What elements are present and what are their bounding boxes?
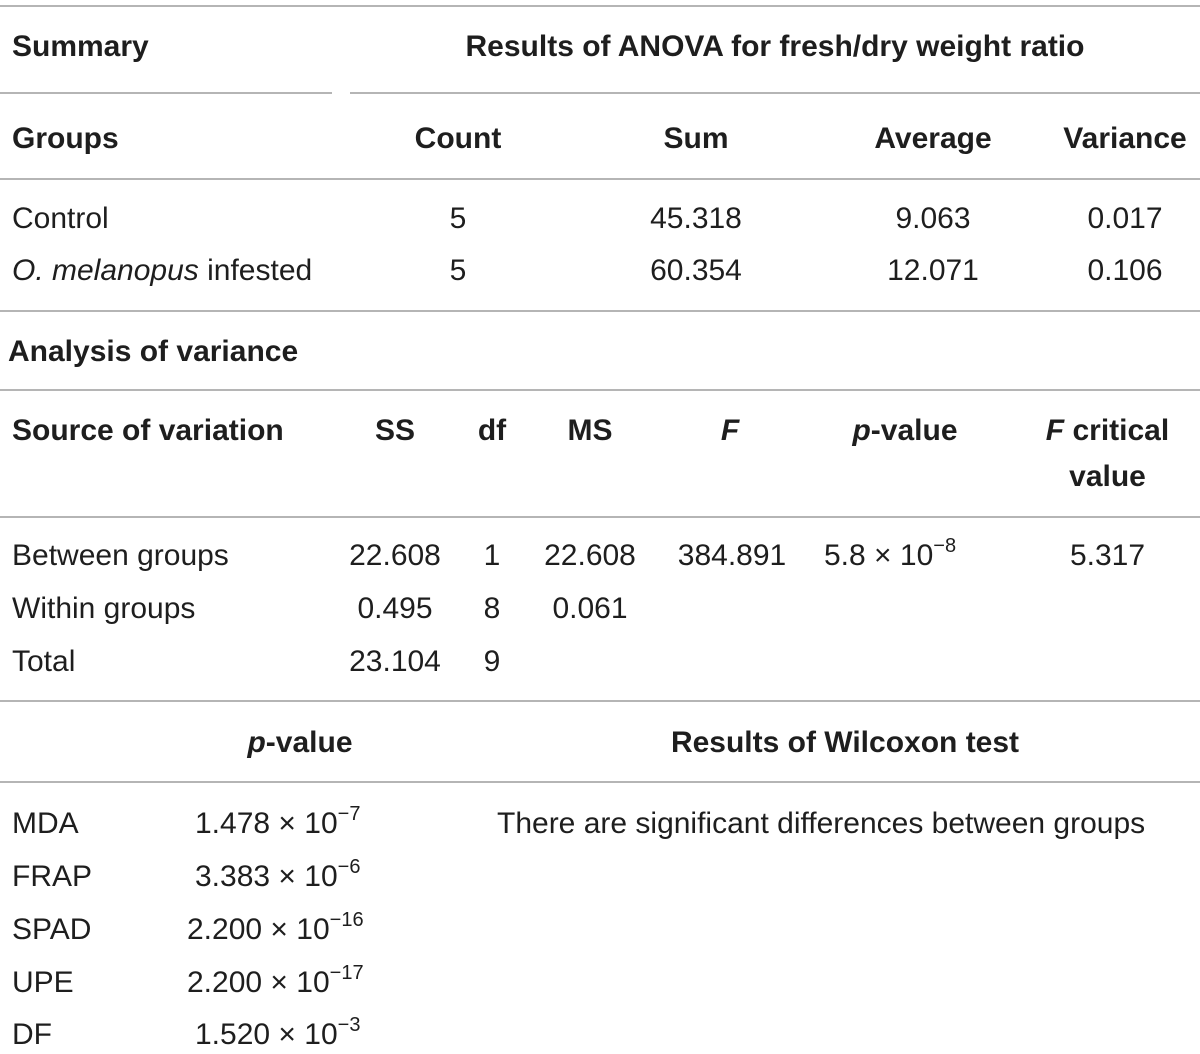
source-name: Within groups: [12, 592, 196, 625]
group-name: O. melanopus infested: [12, 254, 313, 287]
ss-value: 23.104: [349, 645, 441, 678]
anova-title: Results of ANOVA for fresh/dry weight ra…: [465, 30, 1085, 63]
wilcoxon-conclusion: There are significant differences betwee…: [497, 807, 1146, 840]
group-variance: 0.106: [1087, 254, 1163, 287]
header-ss: SS: [374, 414, 416, 447]
f-value: 384.891: [677, 539, 787, 572]
wilcoxon-p-value: 3.383 × 10−6: [195, 856, 361, 893]
df-value: 1: [483, 539, 501, 572]
p-value: 5.8 × 10−8: [824, 535, 957, 572]
summary-rule: [0, 92, 332, 94]
variable-name: UPE: [12, 966, 74, 999]
top-rule: [0, 5, 1200, 7]
group-sum: 60.354: [650, 254, 742, 287]
header-ms: MS: [567, 414, 613, 447]
ss-value: 0.495: [357, 592, 433, 625]
group-name: Control: [12, 202, 109, 235]
variable-name: SPAD: [12, 913, 92, 946]
group-count: 5: [449, 254, 467, 287]
ss-value: 22.608: [349, 539, 441, 572]
header-sum: Sum: [663, 122, 729, 155]
wilcoxon-title: Results of Wilcoxon test: [670, 726, 1020, 759]
wilcoxon-p-value: 1.520 × 10−3: [195, 1014, 361, 1051]
anova-section-rule: [0, 389, 1200, 391]
header-average: Average: [874, 122, 992, 155]
summary-header-rule: [0, 178, 1200, 180]
header-groups: Groups: [12, 122, 119, 155]
header-f-critical-line2: value: [1069, 460, 1146, 493]
anova-title-rule: [350, 92, 1200, 94]
wilcoxon-p-value: 1.478 × 10−7: [195, 803, 361, 840]
anova-header-rule: [0, 516, 1200, 518]
header-count: Count: [414, 122, 502, 155]
header-source: Source of variation: [12, 414, 284, 447]
f-critical-value: 5.317: [1069, 539, 1146, 572]
variable-name: MDA: [12, 807, 79, 840]
ms-value: 22.608: [544, 539, 636, 572]
source-name: Between groups: [12, 539, 229, 572]
variable-name: FRAP: [12, 860, 93, 893]
summary-bottom-rule: [0, 310, 1200, 312]
summary-label: Summary: [12, 30, 149, 63]
wilcoxon-header-rule: [0, 781, 1200, 783]
wilcoxon-p-value: 2.200 × 10−16: [187, 909, 364, 946]
variable-name: DF: [12, 1018, 52, 1051]
group-average: 9.063: [895, 202, 971, 235]
group-count: 5: [449, 202, 467, 235]
header-df: df: [477, 414, 507, 447]
ms-value: 0.061: [552, 592, 628, 625]
group-sum: 45.318: [650, 202, 742, 235]
df-value: 8: [483, 592, 501, 625]
anova-section-title: Analysis of variance: [8, 335, 299, 368]
source-name: Total: [12, 645, 76, 678]
header-variance: Variance: [1063, 122, 1187, 155]
header-f-critical: F critical: [1045, 414, 1170, 447]
wilcoxon-p-header: p-value: [247, 726, 353, 759]
anova-bottom-rule: [0, 700, 1200, 702]
group-variance: 0.017: [1087, 202, 1163, 235]
header-p-value: p-value: [852, 414, 958, 447]
group-average: 12.071: [887, 254, 979, 287]
header-f: F: [720, 414, 740, 447]
df-value: 9: [483, 645, 501, 678]
wilcoxon-p-value: 2.200 × 10−17: [187, 962, 364, 999]
